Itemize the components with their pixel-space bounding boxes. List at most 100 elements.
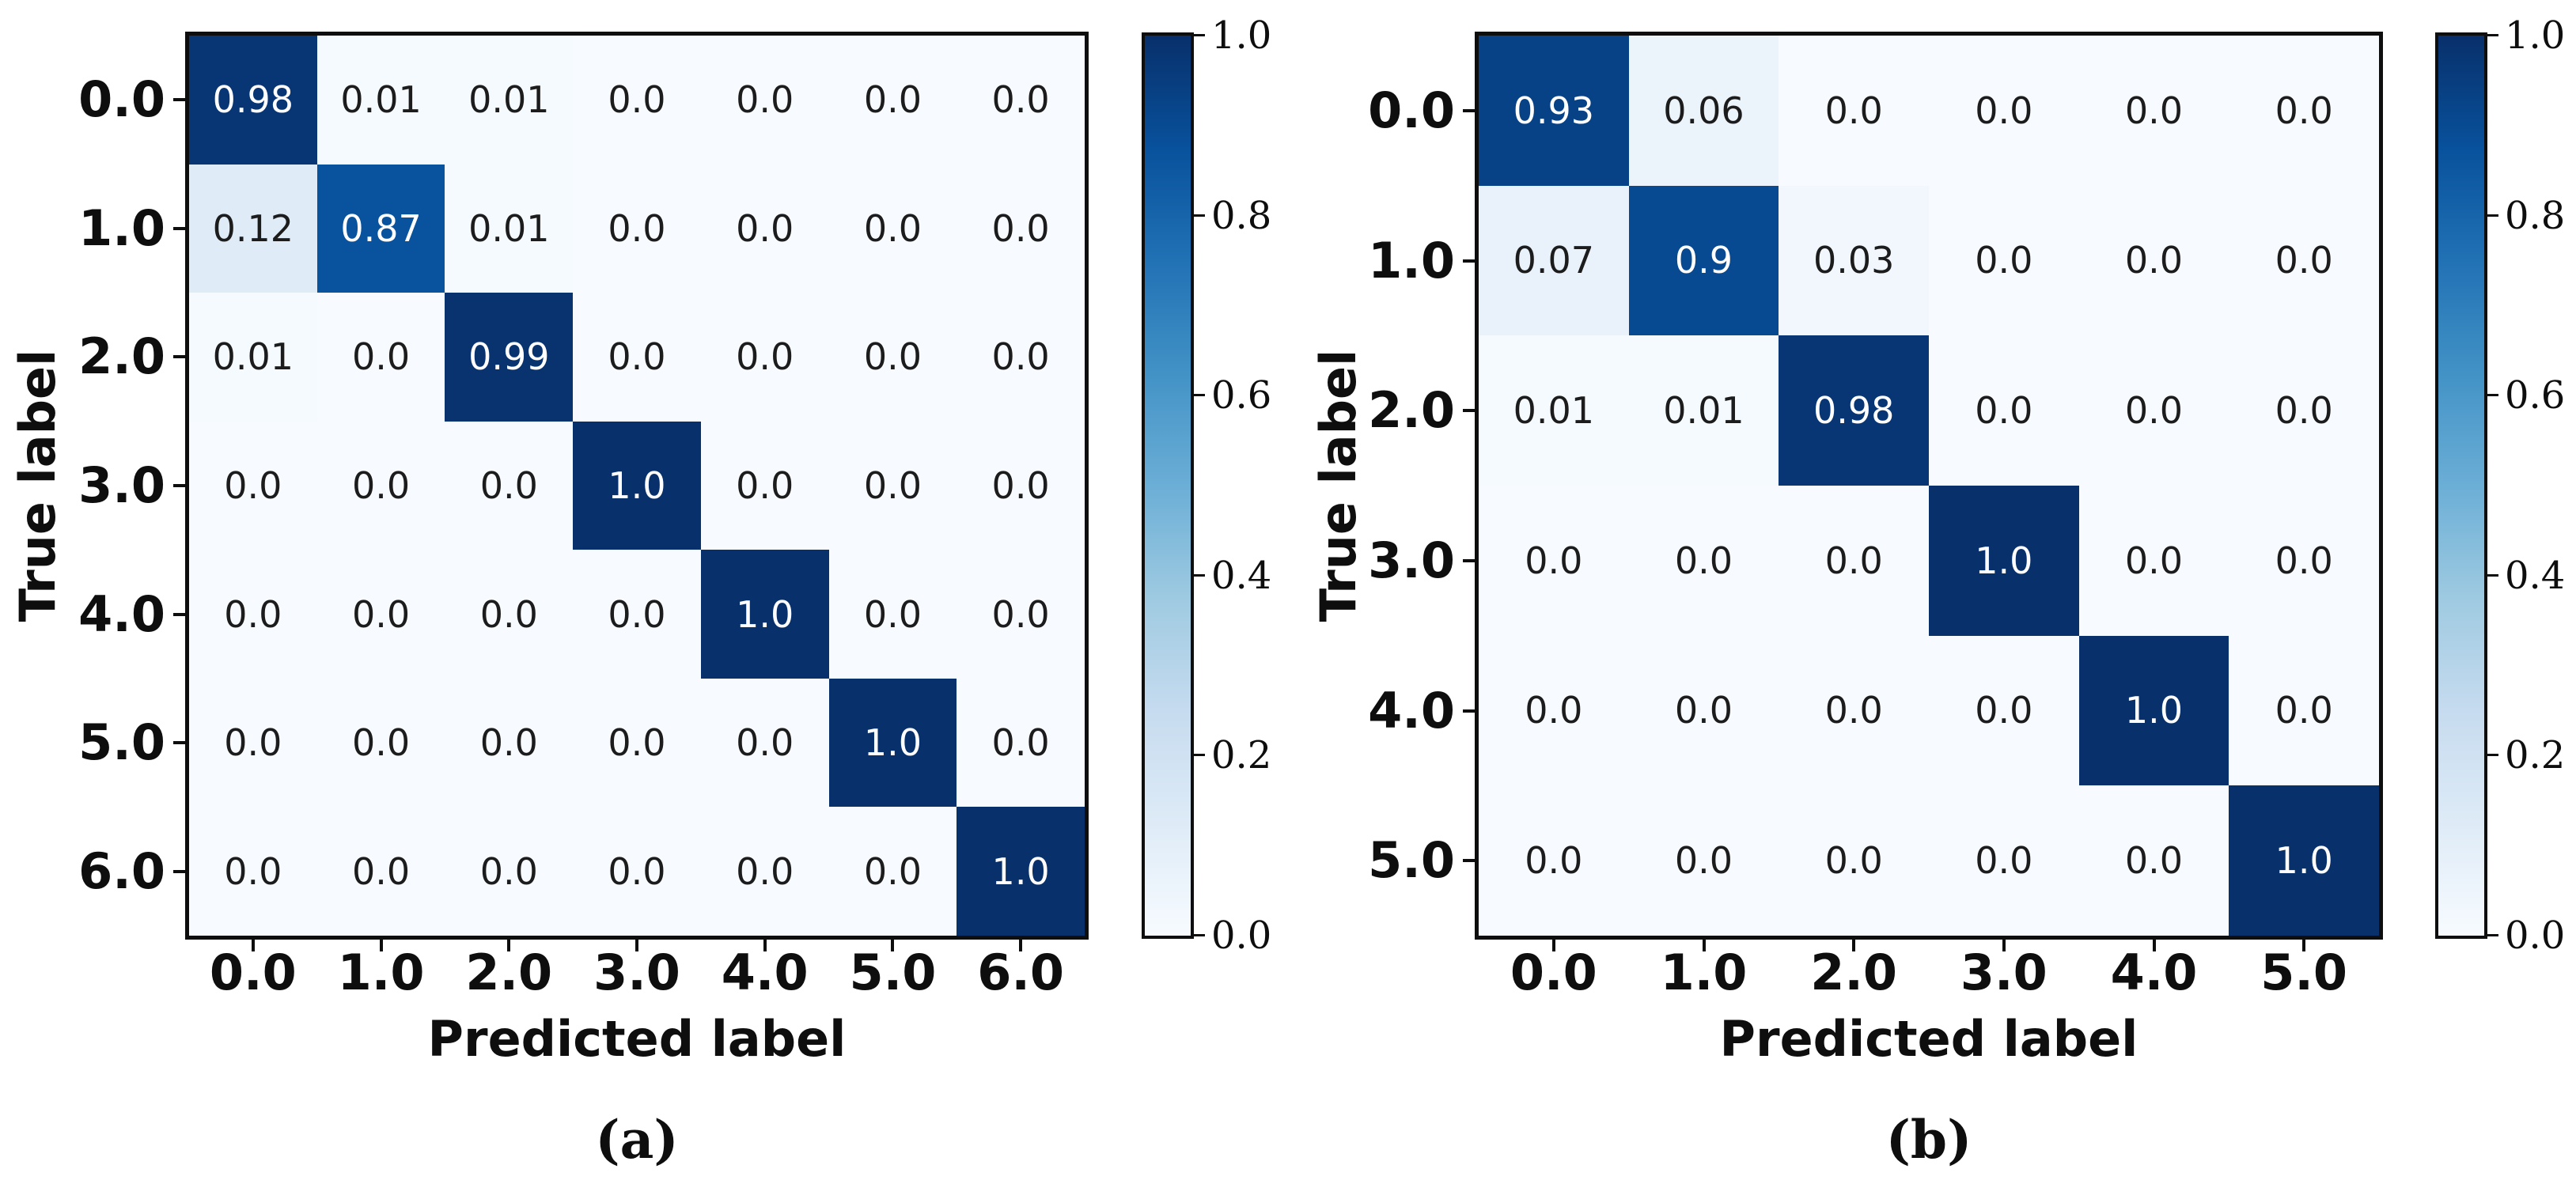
- heatmap-cell-value: 0.0: [863, 849, 922, 893]
- heatmap-cell-value: 0.0: [2275, 89, 2333, 132]
- heatmap-cell-value: 1.0: [2275, 839, 2333, 883]
- x-tick-mark: [763, 940, 767, 951]
- x-tick-mark: [379, 940, 383, 951]
- heatmap-cell-value: 0.0: [608, 849, 666, 893]
- heatmap-cell: 0.06: [1628, 36, 1779, 186]
- heatmap-cell-value: 1.0: [2124, 689, 2184, 732]
- heatmap-cell-value: 0.0: [2124, 89, 2184, 132]
- y-tick-mark: [173, 484, 185, 487]
- heatmap-cell-value: 0.01: [1663, 389, 1744, 433]
- heatmap-cell-value: 0.0: [2124, 239, 2184, 282]
- heatmap-cell-value: 0.0: [991, 463, 1050, 507]
- heatmap-cell: 0.0: [1479, 785, 1629, 936]
- x-tick-label: 3.0: [593, 944, 680, 1001]
- heatmap-cell-value: 0.0: [863, 78, 922, 122]
- x-tick-label: 1.0: [337, 944, 425, 1001]
- heatmap-cell: 1.0: [957, 807, 1085, 936]
- heatmap-cell-value: 0.0: [2124, 539, 2184, 582]
- heatmap-cell-value: 0.0: [1525, 839, 1583, 883]
- heatmap-cell-value: 0.0: [224, 849, 282, 893]
- colorbar-tick-label: 1.0: [1211, 13, 1272, 58]
- heatmap-cell-value: 0.0: [1824, 839, 1883, 883]
- heatmap-cell-value: 0.0: [1525, 539, 1583, 582]
- heatmap-cell: 0.07: [1479, 185, 1629, 336]
- heatmap-cell-value: 0.0: [736, 849, 794, 893]
- heatmap-cell-value: 0.98: [1813, 389, 1895, 433]
- colorbar-tick-label: 0.6: [1211, 373, 1272, 418]
- heatmap-cell: 0.99: [445, 293, 574, 422]
- heatmap-cell-value: 0.0: [1975, 239, 2033, 282]
- heatmap-cell-value: 0.0: [479, 592, 538, 636]
- heatmap-cell-value: 0.0: [2275, 389, 2333, 433]
- y-tick-mark: [1463, 558, 1475, 562]
- heatmap-cell-value: 0.0: [736, 78, 794, 122]
- heatmap-cell-value: 0.9: [1674, 239, 1733, 282]
- heatmap-cell: 0.0: [828, 293, 957, 422]
- heatmap-cell: 0.0: [1929, 785, 2079, 936]
- x-tick-label: 4.0: [2110, 944, 2198, 1001]
- heatmap-cell: 0.0: [2078, 36, 2229, 186]
- heatmap-cell-value: 0.98: [212, 78, 294, 122]
- heatmap-frame: 0.98 0.01 0.01 0.0 0.0 0.0 0.0 0.12 0.87 0.01 0.0 0…: [185, 32, 1089, 940]
- colorbar-tick-label: 0.4: [2505, 553, 2566, 598]
- x-tick-mark: [1702, 940, 1706, 951]
- panel-caption: (a): [595, 1109, 679, 1171]
- y-tick-label: 2.0: [78, 327, 165, 386]
- heatmap-cell-value: 0.0: [2124, 389, 2184, 433]
- heatmap-cell-value: 1.0: [863, 721, 922, 765]
- heatmap-cell: 1.0: [2078, 635, 2229, 786]
- colorbar-tick-label: 0.8: [1211, 193, 1272, 238]
- heatmap-cell-value: 0.0: [1674, 539, 1733, 582]
- y-tick-mark: [1463, 409, 1475, 413]
- heatmap-cell-value: 0.0: [224, 463, 282, 507]
- x-tick-label: 2.0: [1810, 944, 1898, 1001]
- x-tick-label: 0.0: [1510, 944, 1597, 1001]
- colorbar-tick-mark: [2487, 394, 2498, 397]
- heatmap-cell-value: 0.0: [351, 463, 411, 507]
- heatmap-cell: 0.0: [828, 807, 957, 936]
- heatmap-cell-value: 0.0: [351, 849, 411, 893]
- heatmap-cell: 0.0: [700, 36, 829, 165]
- y-tick-label: 0.0: [78, 70, 165, 129]
- heatmap-cell-value: 0.0: [1674, 839, 1733, 883]
- y-tick-mark: [1463, 859, 1475, 863]
- heatmap-cell-value: 0.0: [351, 721, 411, 765]
- heatmap-cell-value: 0.0: [991, 335, 1050, 379]
- heatmap-cell: 0.0: [1779, 785, 1929, 936]
- heatmap-cell: 0.93: [1479, 36, 1629, 186]
- heatmap-cell: 0.87: [316, 164, 445, 293]
- heatmap-cell-value: 0.0: [991, 206, 1050, 250]
- heatmap-cell: 0.01: [1628, 335, 1779, 486]
- heatmap-cell: 0.0: [1628, 486, 1779, 636]
- heatmap-cell-value: 0.0: [991, 721, 1050, 765]
- heatmap-cell-value: 0.0: [224, 721, 282, 765]
- heatmap-cell: 1.0: [2229, 785, 2379, 936]
- colorbar-gradient: [1145, 36, 1191, 936]
- heatmap-cell-value: 0.0: [1975, 89, 2033, 132]
- heatmap-cell-value: 0.0: [479, 721, 538, 765]
- heatmap-cell: 0.0: [2078, 185, 2229, 336]
- colorbar-tick-label: 0.4: [1211, 553, 1272, 598]
- y-tick-label: 1.0: [1368, 231, 1455, 289]
- heatmap-cell: 0.98: [1779, 335, 1929, 486]
- colorbar-tick-mark: [1194, 754, 1205, 757]
- y-tick-mark: [173, 98, 185, 102]
- y-tick-label: 4.0: [78, 584, 165, 643]
- heatmap-cell-value: 0.03: [1813, 239, 1895, 282]
- heatmap-cell-value: 0.0: [1975, 389, 2033, 433]
- x-tick-label: 0.0: [209, 944, 297, 1001]
- heatmap-cell: 0.0: [2229, 635, 2379, 786]
- y-tick-mark: [1463, 108, 1475, 112]
- heatmap-cell-value: 0.0: [608, 78, 666, 122]
- heatmap-cell: 0.0: [1779, 635, 1929, 786]
- heatmap-cell-value: 0.07: [1513, 239, 1595, 282]
- y-tick-mark: [173, 869, 185, 873]
- x-tick-mark: [251, 940, 255, 951]
- x-tick-mark: [635, 940, 638, 951]
- heatmap-cell: 0.01: [316, 36, 445, 165]
- x-tick-mark: [1551, 940, 1555, 951]
- heatmap-cell-value: 0.12: [212, 206, 294, 250]
- heatmap-cell-value: 0.0: [351, 335, 411, 379]
- x-tick-mark: [1019, 940, 1023, 951]
